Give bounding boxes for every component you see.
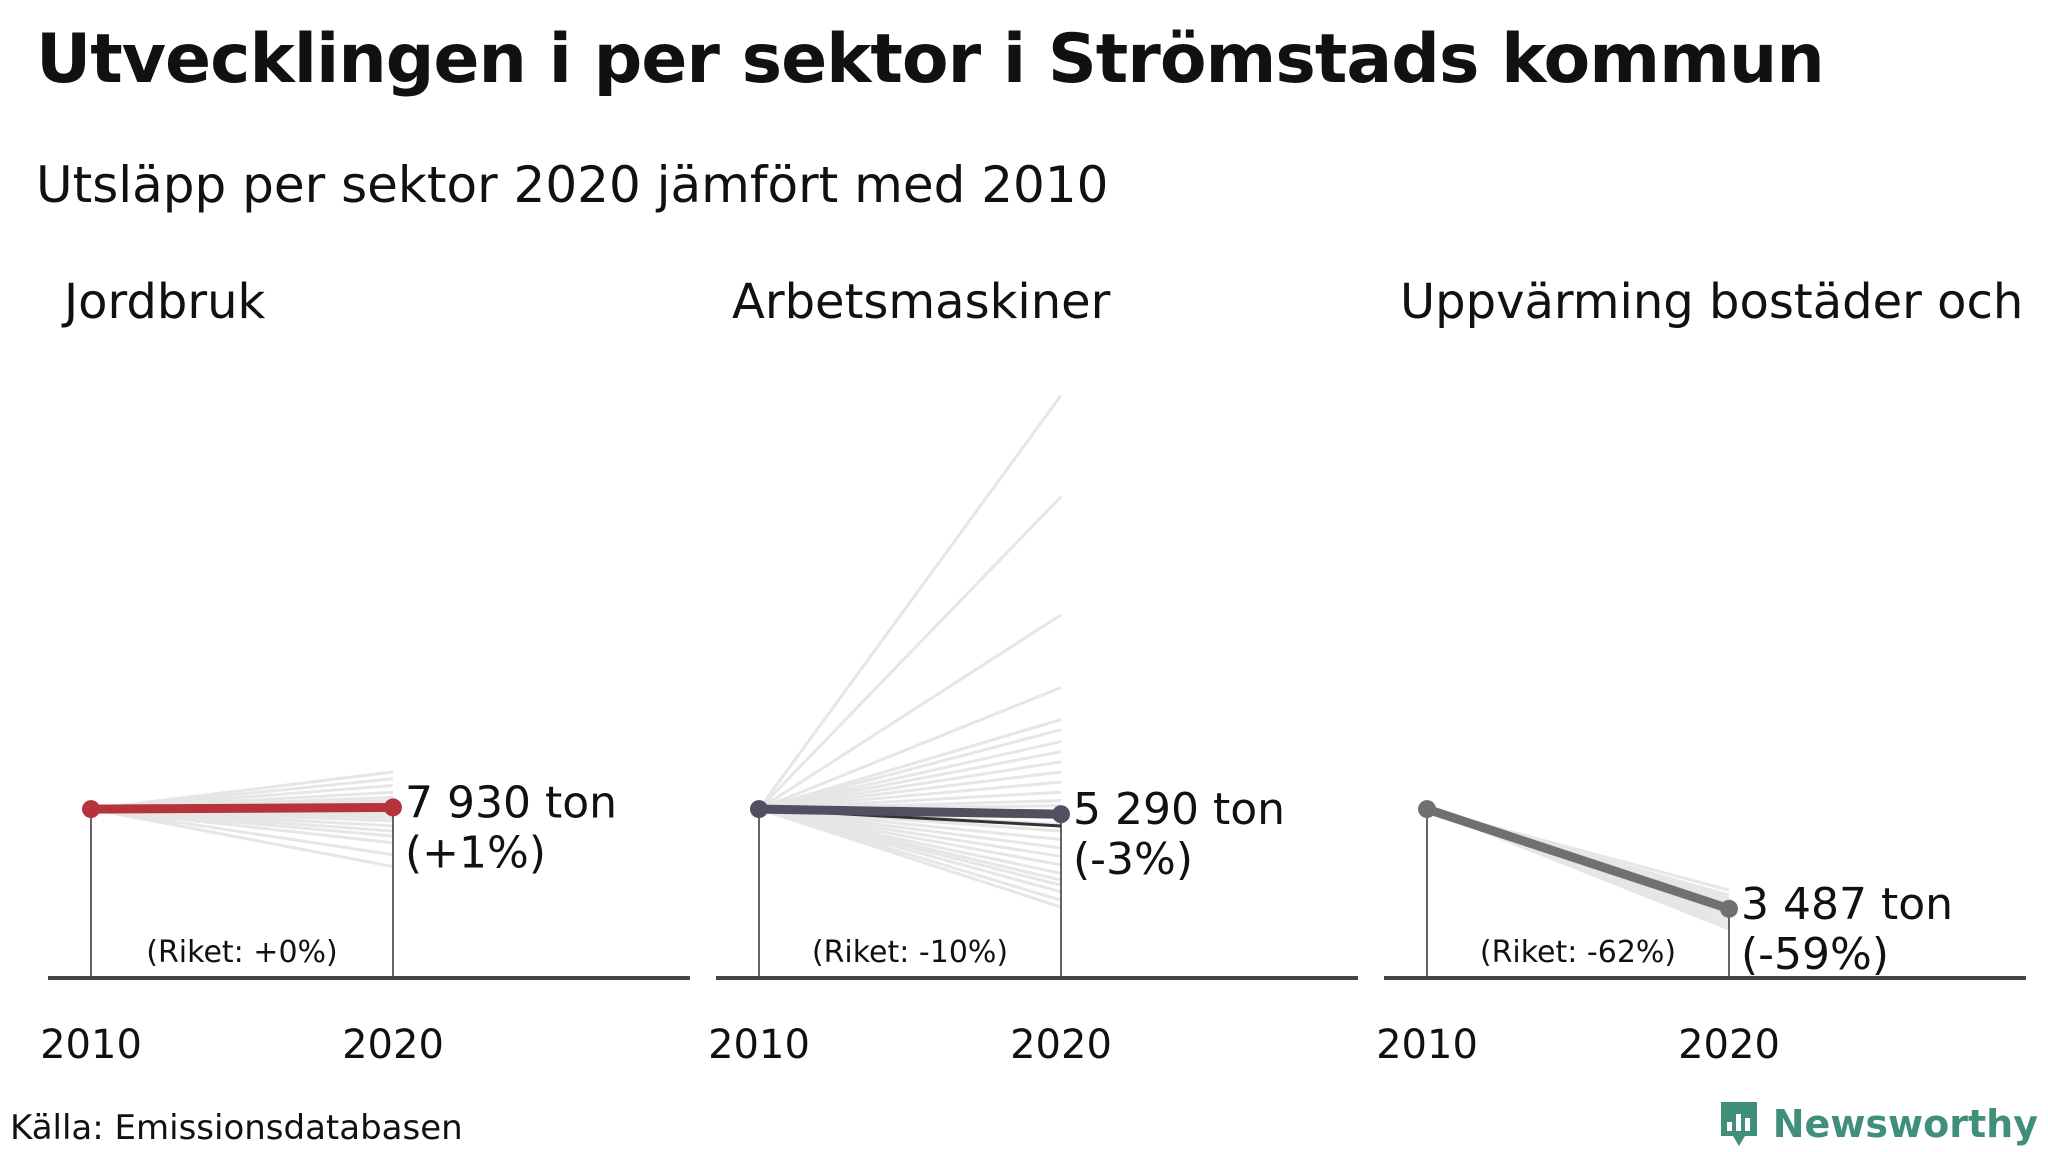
riket-label: (Riket: -62%) [1480,935,1676,970]
comparison-line [758,770,1062,811]
highlight-series-line [86,802,398,814]
brand-name: Newsworthy [1772,1102,2038,1146]
bar-chart-logo-icon [1720,1102,1757,1146]
value-label: 7 930 ton [405,777,617,828]
comparison-line [758,760,1062,811]
comparison-line [758,613,1062,811]
brand-logo: Newsworthy [1717,1098,2038,1150]
x-tick-label-2020: 2020 [342,1022,444,1068]
comparison-line [758,807,1062,909]
chart-title: Utvecklingen i per sektor i Strömstads k… [36,20,1825,99]
data-point-2010 [82,800,100,819]
change-label: (-59%) [1741,929,1889,980]
value-label: 5 290 ton [1073,784,1285,835]
change-label: (+1%) [405,827,546,878]
chart-panel-2: Arbetsmaskiner 5 290 ton(-3%) (Riket: -10%… [708,274,1358,1068]
highlight-series-line [754,804,1066,819]
riket-label: (Riket: +0%) [146,935,337,970]
panel-title: Arbetsmaskiner [732,274,1111,330]
data-point-2020 [384,798,402,817]
comparison-line [758,750,1062,811]
chart-subtitle: Utsläpp per sektor 2020 jämfört med 2010 [36,156,1109,214]
chart-panel-1: Jordbruk 7 930 ton(+1%) (Riket: +0%) 2010 20… [40,274,690,1068]
data-point-2020 [1052,805,1070,824]
x-tick-label-2010: 2010 [40,1022,142,1068]
comparison-line [758,686,1062,811]
x-tick-label-2020: 2020 [1010,1022,1112,1068]
comparison-line [757,495,1063,811]
panel-title: Uppvärming bostäder och [1400,274,2023,330]
x-tick-label-2010: 2010 [708,1022,810,1068]
riket-label: (Riket: -10%) [812,935,1008,970]
value-label: 3 487 ton [1741,879,1953,930]
comparison-line [90,807,394,869]
source-label: Källa: Emissionsdatabasen [10,1108,463,1148]
comparison-line [758,780,1062,811]
data-point-2010 [1418,800,1436,819]
chart-panel-3: Uppvärming bostäder och 3 487 ton(-59%) (R… [1376,274,2026,1068]
change-label: (-3%) [1073,834,1193,885]
comparison-line [758,728,1062,811]
data-point-2010 [750,800,768,819]
comparison-line [90,807,394,845]
comparison-line [758,740,1062,811]
panel-title: Jordbruk [61,274,266,330]
comparison-line [758,718,1062,811]
highlight-series-line [1422,804,1734,914]
x-tick-label-2010: 2010 [1376,1022,1478,1068]
x-tick-label-2020: 2020 [1678,1022,1780,1068]
comparison-line [757,394,1063,810]
data-point-2020 [1720,899,1738,918]
comparison-line [90,807,394,857]
